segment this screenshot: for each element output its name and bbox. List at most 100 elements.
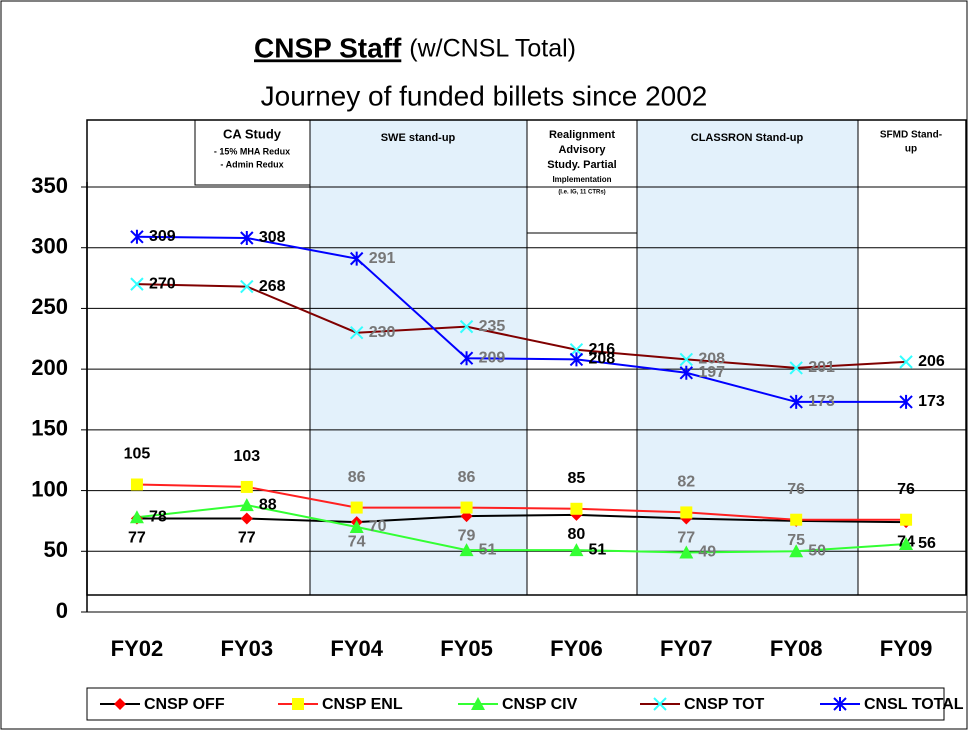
marker	[130, 277, 144, 291]
marker	[349, 520, 364, 533]
x-tick-label: FY02	[111, 636, 164, 661]
marker	[899, 394, 913, 409]
annotation: CA Study	[223, 126, 282, 141]
marker	[114, 698, 126, 710]
y-tick-label: 150	[31, 416, 68, 441]
data-label: 79	[458, 527, 476, 544]
marker	[240, 512, 253, 525]
legend-label: CNSP OFF	[144, 696, 225, 713]
data-label: 216	[588, 341, 615, 358]
data-label: 208	[698, 351, 725, 368]
data-label: 82	[677, 474, 695, 491]
annotation-boxes	[86, 119, 967, 596]
marker	[789, 394, 803, 409]
data-label: 209	[479, 349, 506, 366]
data-label: 206	[918, 353, 945, 370]
annotation: Advisory	[558, 144, 606, 156]
marker	[471, 697, 485, 710]
annotation: Implementation	[552, 175, 611, 184]
data-label: 270	[149, 275, 176, 292]
data-label: 230	[369, 324, 396, 341]
marker	[240, 480, 253, 493]
marker	[679, 545, 694, 559]
data-label: 235	[479, 318, 506, 335]
annotation: up	[905, 144, 917, 155]
chart-title: CNSP Staff	[254, 32, 402, 63]
annotation: SWE stand-up	[381, 132, 456, 144]
marker	[899, 355, 913, 369]
x-tick-label: FY08	[770, 636, 823, 661]
data-label: 88	[259, 496, 277, 513]
y-tick-label: 350	[31, 173, 68, 198]
data-label: 309	[149, 228, 176, 245]
data-label: 50	[808, 543, 826, 560]
marker	[459, 543, 474, 557]
annotation: SFMD Stand-	[880, 130, 942, 141]
data-label: 291	[369, 250, 396, 267]
marker	[789, 544, 804, 558]
data-label: 173	[808, 393, 835, 410]
marker	[130, 229, 144, 244]
annotation: Realignment	[549, 129, 615, 141]
y-tick-label: 250	[31, 294, 68, 319]
marker	[129, 510, 144, 524]
marker	[459, 351, 474, 366]
marker	[460, 501, 473, 514]
data-label: 86	[458, 469, 476, 486]
annotation: (I.e. IG, 11 CTRs)	[558, 190, 605, 196]
legend-label: CNSP ENL	[322, 696, 403, 713]
y-tick-label: 50	[44, 537, 68, 562]
marker	[569, 543, 584, 557]
series-line	[136, 513, 907, 524]
data-label: 51	[479, 541, 497, 558]
series-line	[136, 483, 907, 521]
marker	[350, 501, 363, 514]
data-label: 51	[588, 541, 606, 558]
x-tick-label: FY06	[550, 636, 603, 661]
legend-label: CNSP TOT	[684, 696, 765, 713]
data-label: 76	[787, 481, 805, 498]
data-label: 80	[568, 526, 586, 543]
annotation: CLASSRON Stand-up	[691, 132, 804, 144]
note-box	[857, 119, 967, 188]
x-tick-label: FY07	[660, 636, 713, 661]
series-line	[136, 235, 907, 403]
marker	[349, 251, 364, 266]
annotation: - 15% MHA Redux	[214, 146, 290, 156]
data-label: 268	[259, 278, 286, 295]
x-tick-label: FY03	[221, 636, 274, 661]
marker	[130, 478, 143, 491]
data-label: 77	[128, 530, 146, 547]
title-suffix: (w/CNSL Total)	[409, 35, 576, 63]
marker	[680, 506, 693, 519]
marker	[240, 231, 254, 245]
annotation: - Admin Redux	[220, 159, 283, 169]
data-label: 308	[259, 229, 286, 246]
marker	[833, 697, 847, 711]
x-tick-label: FY09	[880, 636, 933, 661]
marker	[900, 513, 913, 526]
data-label: 77	[677, 530, 695, 547]
data-label: 78	[149, 509, 167, 526]
data-label: 77	[238, 530, 256, 547]
marker	[459, 319, 474, 334]
series-line	[136, 283, 907, 369]
marker	[570, 502, 583, 515]
data-label: 105	[124, 446, 151, 463]
marker	[790, 513, 803, 526]
y-tick-label: 100	[31, 476, 68, 501]
chart-subtitle: Journey of funded billets since 2002	[261, 80, 708, 111]
series-line	[136, 504, 907, 554]
marker	[239, 498, 254, 512]
data-label: 49	[698, 544, 716, 561]
data-label: 201	[808, 359, 835, 376]
annotation: Study. Partial	[547, 159, 616, 171]
x-tick-label: FY04	[330, 636, 383, 661]
marker	[653, 697, 667, 711]
marker	[569, 352, 584, 367]
marker	[240, 279, 254, 294]
data-label: 75	[787, 532, 805, 549]
data-label: 208	[588, 351, 615, 368]
data-label: 86	[348, 469, 366, 486]
